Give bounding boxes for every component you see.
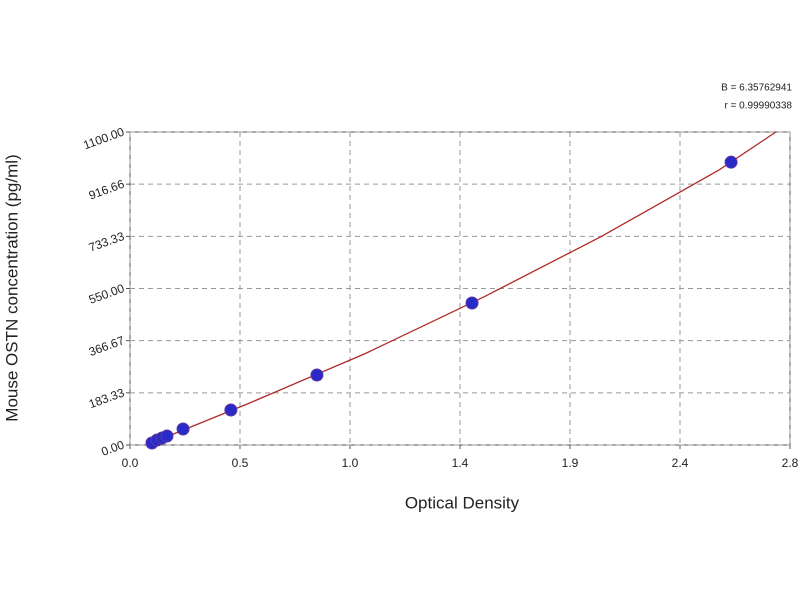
- annotation: r = 0.99990338: [724, 101, 792, 112]
- data-point: [160, 429, 174, 443]
- data-point: [176, 422, 190, 436]
- annotation: B = 6.35762941: [721, 83, 792, 94]
- data-point: [310, 368, 324, 382]
- x-tick-label: 0.5: [232, 456, 249, 470]
- x-tick-label: 1.0: [342, 456, 359, 470]
- x-tick-label: 0.0: [122, 456, 139, 470]
- x-axis-label: Optical Density: [405, 493, 520, 512]
- x-tick-label: 1.4: [452, 456, 469, 470]
- x-tick-label: 2.4: [672, 456, 689, 470]
- data-point: [724, 155, 738, 169]
- data-point: [465, 296, 479, 310]
- x-tick-label: 2.8: [782, 456, 799, 470]
- x-tick-label: 1.9: [562, 456, 579, 470]
- data-point: [224, 403, 238, 417]
- y-axis-label: Mouse OSTN concentration (pg/ml): [2, 154, 21, 421]
- fit-curve: [146, 131, 777, 446]
